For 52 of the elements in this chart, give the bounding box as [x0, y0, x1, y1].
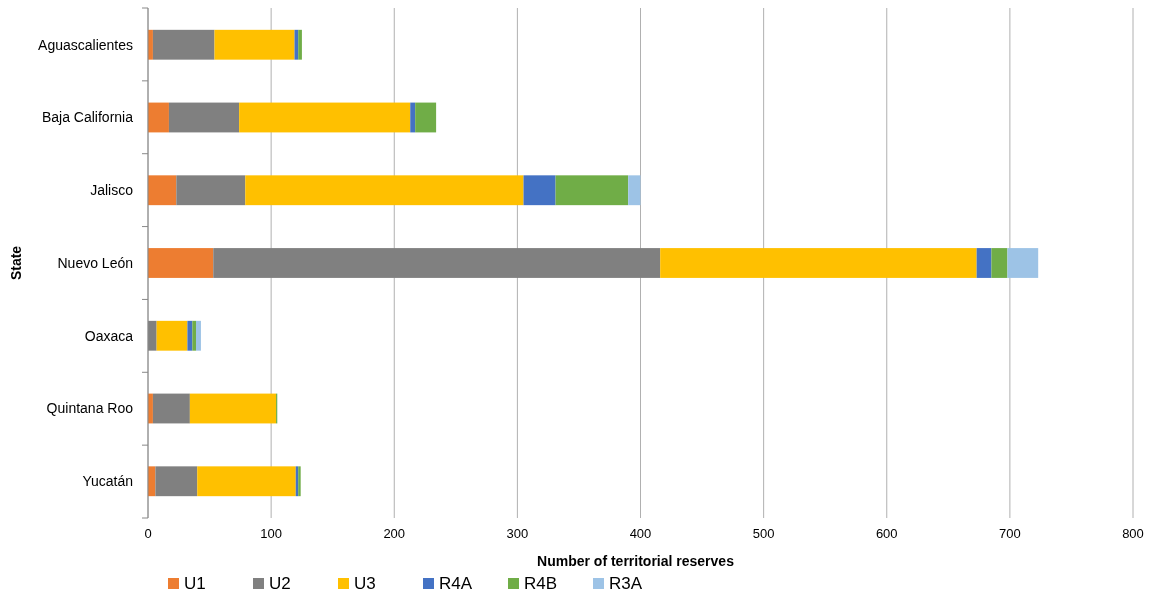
legend-label: U2 [269, 574, 291, 593]
bar [196, 320, 201, 351]
y-tick-label: Aguascalientes [38, 36, 133, 53]
x-tick-label: 400 [629, 526, 652, 541]
y-axis-title: State [8, 245, 24, 281]
bar [213, 248, 661, 278]
bar [991, 248, 1008, 278]
y-tick-label: Jalisco [90, 182, 134, 199]
bar [148, 248, 214, 278]
bar [415, 102, 437, 133]
x-tick-label: 500 [752, 526, 775, 541]
bar [187, 320, 193, 351]
bar [148, 102, 169, 133]
y-tick-label: Oaxaca [84, 327, 134, 344]
bar [152, 393, 190, 424]
bar [1007, 248, 1039, 278]
bar [298, 29, 302, 60]
bar [660, 248, 977, 278]
y-tick-label: Yucatán [82, 473, 133, 490]
x-tick-label: 200 [383, 526, 406, 541]
bar [976, 248, 992, 278]
bar [197, 466, 296, 497]
bar [523, 175, 556, 206]
bar [155, 466, 198, 497]
bar [156, 320, 188, 351]
bar [168, 102, 240, 133]
legend-label: U3 [354, 574, 376, 593]
bar [176, 175, 246, 206]
x-tick-label: 300 [506, 526, 529, 541]
y-tick-label: Nuevo León [57, 254, 133, 271]
y-tick-label: Baja California [41, 109, 134, 126]
x-tick-label: 100 [260, 526, 282, 541]
legend-label: U1 [184, 574, 206, 593]
bar [148, 175, 177, 206]
bar [192, 320, 197, 351]
x-tick-label: 0 [144, 526, 152, 541]
bar [555, 175, 629, 206]
bar [628, 175, 641, 206]
x-tick-label: 600 [875, 526, 898, 541]
bar [410, 102, 416, 133]
legend-label: R4A [439, 574, 473, 593]
x-axis-title: Number of territorial reserves [537, 553, 735, 569]
x-tick-label: 800 [1122, 526, 1144, 541]
x-tick-label: 700 [999, 526, 1021, 541]
y-tick-label: Quintana Roo [46, 400, 134, 417]
bar [214, 29, 295, 60]
bar [152, 29, 215, 60]
legend-label: R3A [609, 574, 643, 593]
bar [239, 102, 411, 133]
bar [245, 175, 524, 206]
legend-label: R4B [524, 574, 558, 593]
bar [189, 393, 277, 424]
